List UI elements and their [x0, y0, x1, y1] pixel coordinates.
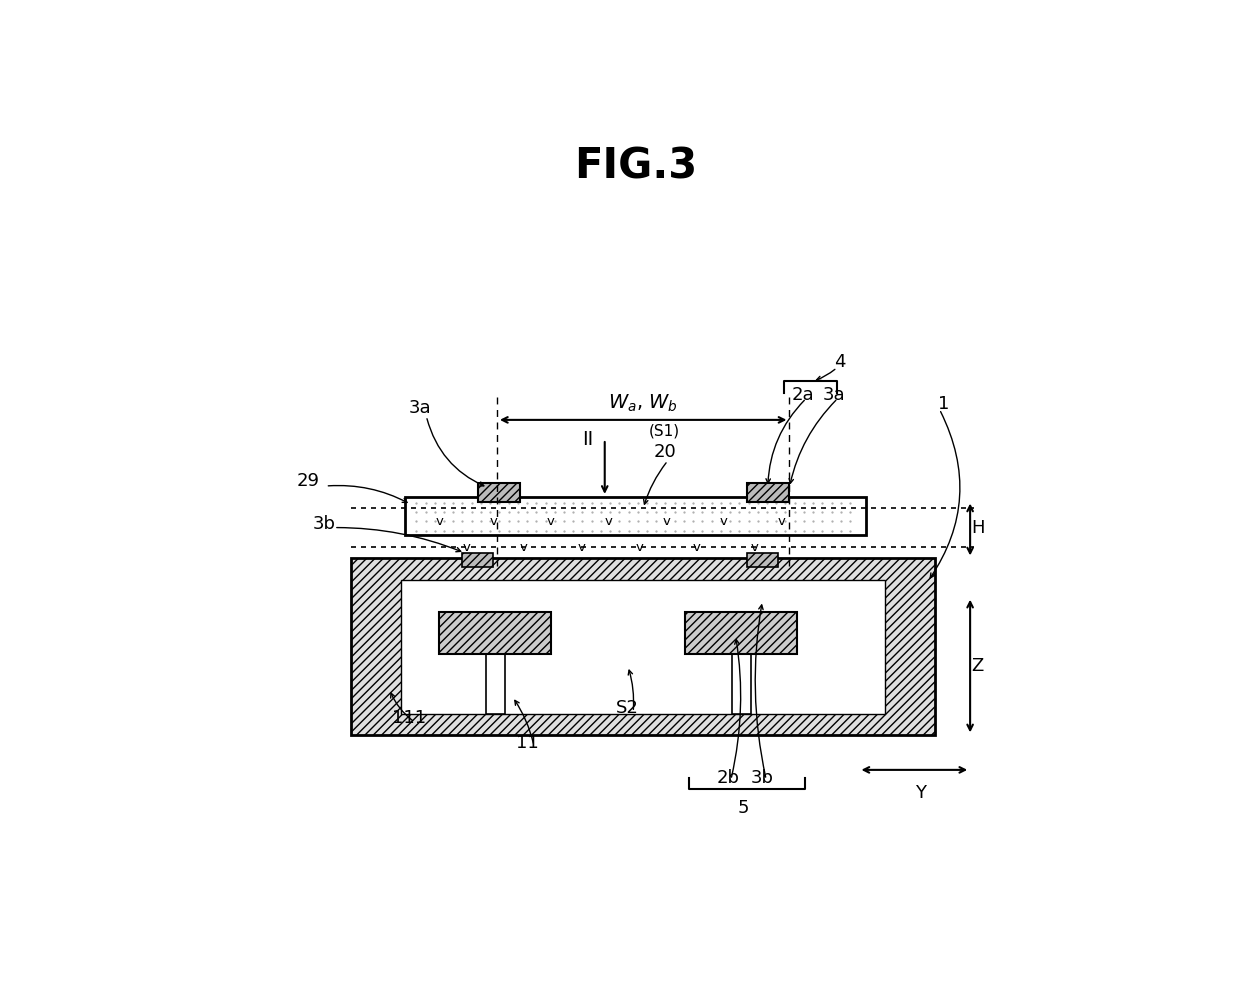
Text: 3a: 3a — [409, 400, 432, 418]
Text: v: v — [750, 541, 759, 554]
Bar — [746, 553, 777, 566]
Text: 20: 20 — [653, 444, 676, 462]
Text: v: v — [520, 541, 528, 554]
Bar — [439, 612, 551, 654]
Text: 4: 4 — [833, 354, 846, 372]
Text: v: v — [490, 514, 497, 527]
Text: v: v — [435, 514, 443, 527]
Text: 29: 29 — [298, 473, 320, 491]
Text: 111: 111 — [392, 709, 425, 727]
Text: H: H — [971, 518, 985, 536]
Bar — [477, 483, 520, 502]
Bar — [404, 497, 867, 535]
Text: 2b: 2b — [717, 768, 739, 786]
Bar — [486, 654, 505, 713]
Text: Y: Y — [915, 784, 925, 802]
Bar — [732, 654, 751, 713]
Text: 5: 5 — [738, 799, 749, 817]
Text: v: v — [578, 541, 585, 554]
Text: II: II — [583, 430, 594, 449]
Text: 3a: 3a — [822, 387, 846, 405]
Text: 3b: 3b — [751, 768, 774, 786]
Bar — [351, 558, 935, 735]
Bar — [686, 612, 797, 654]
Text: 2a: 2a — [792, 387, 815, 405]
Text: v: v — [463, 541, 470, 554]
Text: v: v — [777, 514, 786, 527]
Text: Z: Z — [972, 657, 983, 675]
Text: S2: S2 — [616, 699, 640, 717]
Text: v: v — [547, 514, 554, 527]
Text: v: v — [635, 541, 644, 554]
Text: 3b: 3b — [312, 514, 336, 532]
Text: (S1): (S1) — [650, 424, 681, 439]
Bar — [463, 553, 494, 566]
Bar — [746, 483, 790, 502]
Text: 11: 11 — [516, 734, 539, 752]
Text: $W_a$, $W_b$: $W_a$, $W_b$ — [609, 393, 678, 414]
Text: FIG.3: FIG.3 — [574, 145, 697, 187]
Text: v: v — [662, 514, 670, 527]
Bar — [401, 579, 885, 713]
Text: 1: 1 — [937, 396, 949, 414]
Text: v: v — [720, 514, 728, 527]
Text: v: v — [693, 541, 701, 554]
Text: v: v — [605, 514, 613, 527]
